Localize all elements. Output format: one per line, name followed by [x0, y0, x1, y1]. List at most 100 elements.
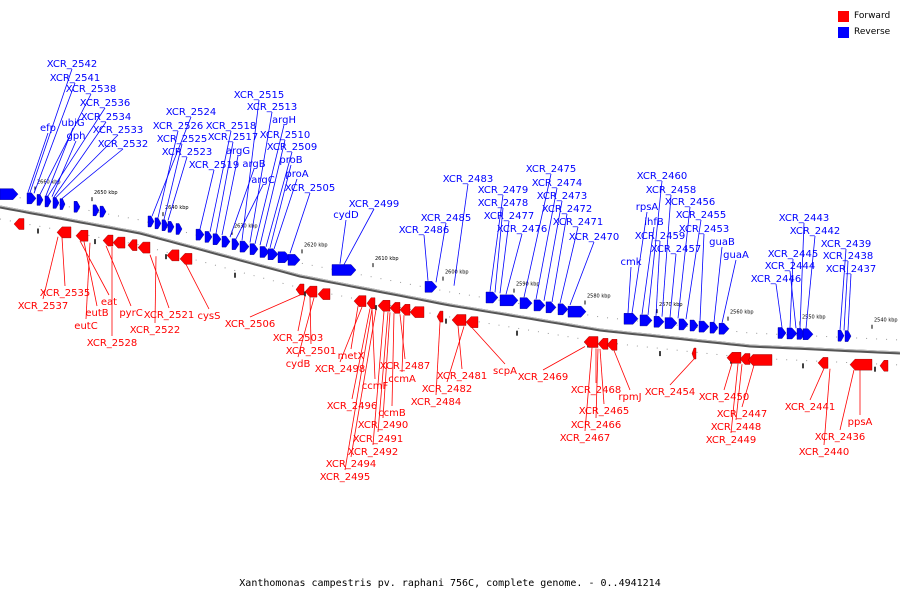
leader-line: [446, 326, 465, 383]
gene-arrow-reverse: [52, 197, 60, 209]
gene-arrow-forward: [295, 283, 305, 296]
leader-line: [42, 236, 59, 300]
gene-arrow-reverse: [519, 297, 533, 309]
gene-arrow-forward: [102, 234, 114, 247]
leader-line: [45, 127, 74, 196]
gene-label-reverse: XCR_2471: [553, 217, 604, 228]
leader-line: [494, 207, 504, 293]
leader-line: [655, 240, 661, 316]
gene-label-reverse: XCR_2473: [537, 191, 588, 202]
leader-line: [215, 141, 234, 234]
reverse-track-dots: [0, 193, 900, 341]
leader-line: [372, 311, 385, 446]
leader-line: [401, 315, 405, 373]
gene-arrow-reverse: [718, 323, 730, 335]
genome-caption: Xanthomonas campestris pv. raphani 756C,…: [239, 578, 661, 589]
leader-line: [297, 297, 315, 358]
gene-arrow-reverse: [777, 327, 787, 339]
gene-label-reverse: proB: [279, 155, 302, 166]
gene-arrow-reverse: [485, 291, 499, 304]
gene-label-reverse: XCR_2476: [497, 224, 548, 235]
gene-label-reverse: XCR_2475: [526, 164, 577, 175]
gene-arrows: [0, 188, 889, 372]
gene-arrow-reverse: [639, 314, 653, 327]
gene-label-reverse: argB: [242, 159, 265, 170]
tick-label: 2580 kbp: [587, 294, 611, 300]
legend-item-forward: Forward: [838, 8, 890, 24]
gene-label-reverse: argC: [251, 175, 274, 186]
leader-line: [391, 313, 395, 407]
gene-arrow-forward: [739, 353, 751, 365]
gene-label-reverse: XCR_2439: [821, 239, 872, 250]
gene-label-reverse: XCR_2524: [166, 107, 217, 118]
gene-label-reverse: efp: [40, 123, 56, 134]
leader-line: [535, 187, 558, 300]
gene-label-forward: XCR_2468: [571, 385, 622, 396]
gene-arrow-reverse: [287, 254, 301, 266]
gene-arrow-forward: [849, 358, 873, 371]
gene-label-forward: XCR_2498: [315, 364, 366, 375]
gene-label-reverse: cydD: [333, 210, 359, 221]
leader-line: [273, 178, 298, 250]
tick-label: 2640 kbp: [165, 205, 189, 211]
gene-label-forward: XCR_2495: [320, 472, 371, 483]
leader-line: [457, 325, 463, 370]
gene-label-forward: XCR_2440: [799, 447, 850, 458]
leader-line: [435, 322, 441, 396]
backbone-highlight: [0, 205, 900, 353]
gene-label-forward: metX: [338, 351, 365, 362]
gene-arrow-reverse: [212, 233, 222, 245]
gene-label-forward: XCR_2537: [18, 301, 69, 312]
leader-line: [259, 139, 286, 246]
gene-arrow-reverse: [175, 223, 183, 235]
leader-line: [847, 273, 852, 331]
backbone-line: [0, 205, 900, 355]
gene-label-forward: XCR_2441: [785, 402, 836, 413]
gene-label-forward: XCR_2496: [327, 401, 378, 412]
gene-label-forward: rpmJ: [618, 392, 641, 403]
leader-line: [309, 296, 312, 345]
gene-label-reverse: XCR_2455: [676, 210, 727, 221]
legend-label-forward: Forward: [854, 11, 891, 21]
gene-arrow-reverse: [786, 327, 798, 340]
legend-swatch-reverse: [838, 26, 849, 38]
gene-label-forward: XCR_2535: [40, 288, 91, 299]
leader-line: [627, 266, 632, 314]
forward-track-dots: [0, 218, 900, 366]
gene-label-forward: XCR_2482: [422, 384, 473, 395]
gene-label-reverse: XCR_2458: [646, 185, 697, 196]
gene-label-forward: XCR_2466: [571, 420, 622, 431]
gene-arrow-reverse: [277, 251, 291, 263]
leader-line: [241, 99, 260, 241]
legend-label-reverse: Reverse: [854, 27, 891, 37]
leader-line: [157, 130, 179, 218]
gene-label-reverse: XCR_2523: [162, 147, 213, 158]
gene-arrow-forward: [179, 253, 193, 265]
gene-arrow-reverse: [267, 248, 279, 260]
leader-line: [669, 358, 695, 386]
gene-label-forward: ppsA: [848, 417, 873, 428]
gene-arrow-forward: [75, 230, 89, 242]
gene-label-forward: XCR_2521: [144, 310, 195, 321]
gene-arrow-reverse: [424, 281, 438, 293]
gene-label-reverse: XCR_2453: [679, 224, 730, 235]
leader-line: [499, 220, 510, 294]
gene-label-reverse: XCR_2460: [637, 171, 688, 182]
leader-line: [677, 206, 691, 319]
leader-line: [27, 132, 49, 193]
gene-label-reverse: XCR_2515: [234, 90, 285, 101]
gene-label-forward: XCR_2494: [326, 459, 377, 470]
gene-label-forward: XCR_2501: [286, 346, 337, 357]
gene-arrow-reverse: [499, 294, 519, 307]
gene-label-forward: pyrC: [119, 308, 142, 319]
leader-line: [371, 308, 376, 380]
gene-label-reverse: XCR_2474: [532, 178, 583, 189]
gene-arrow-forward: [366, 297, 376, 309]
gene-arrow-forward: [597, 338, 609, 350]
gene-label-reverse: XCR_2479: [478, 185, 529, 196]
gene-label-forward: XCR_2490: [358, 420, 409, 431]
gene-label-reverse: guaB: [709, 237, 735, 248]
gene-label-reverse: XCR_2536: [80, 98, 131, 109]
gene-label-reverse: XCR_2526: [153, 121, 204, 132]
gene-label-reverse: cmk: [620, 257, 641, 268]
